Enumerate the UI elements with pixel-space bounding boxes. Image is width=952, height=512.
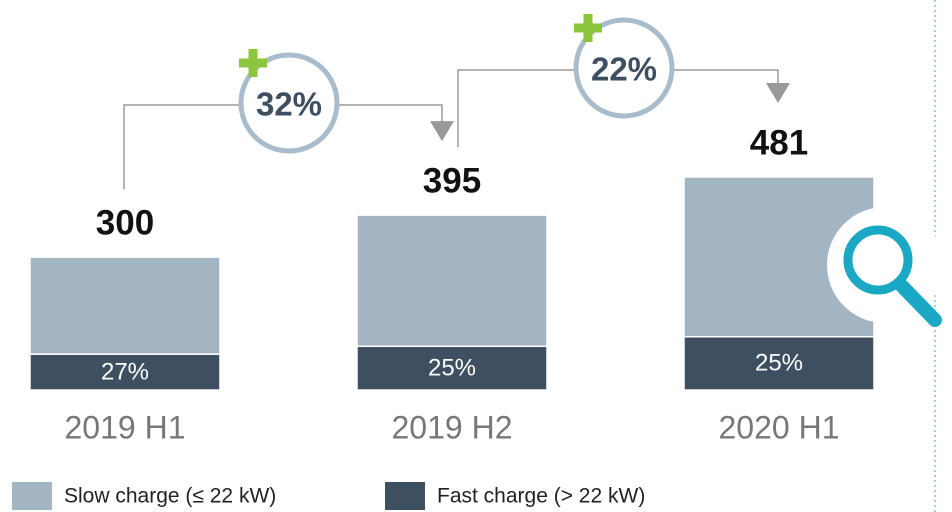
arrow-head (430, 121, 454, 142)
bar-segment (29, 256, 221, 355)
plus-icon (574, 14, 602, 42)
growth-label: 32% (256, 86, 322, 123)
x-tick-label: 2019 H2 (392, 409, 513, 445)
bar-segment (356, 214, 548, 348)
magnifier-icon (827, 207, 943, 327)
growth-circle (238, 52, 340, 154)
total-label: 300 (96, 203, 154, 242)
segment-label: 25% (755, 350, 803, 377)
total-label: 395 (423, 161, 481, 200)
growth-label: 22% (591, 51, 657, 88)
plus-icon (239, 49, 267, 77)
legend-swatch (385, 482, 425, 510)
total-label: 481 (750, 123, 808, 162)
bar-segment (29, 353, 221, 391)
x-tick-label: 2020 H1 (719, 409, 840, 445)
legend-swatch (12, 482, 52, 510)
legend-label: Fast charge (> 22 kW) (437, 485, 645, 508)
legend-label: Slow charge (≤ 22 kW) (64, 485, 276, 508)
x-tick-label: 2019 H1 (65, 409, 186, 445)
growth-circle (573, 17, 675, 119)
segment-label: 27% (101, 358, 149, 385)
segment-label: 25% (428, 354, 476, 381)
bar-segment (356, 345, 548, 391)
arrow-head (766, 83, 790, 103)
